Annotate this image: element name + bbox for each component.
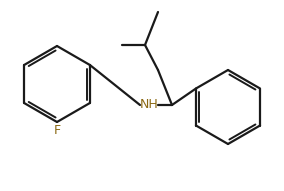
Text: F: F bbox=[53, 125, 60, 138]
Text: NH: NH bbox=[140, 99, 158, 112]
